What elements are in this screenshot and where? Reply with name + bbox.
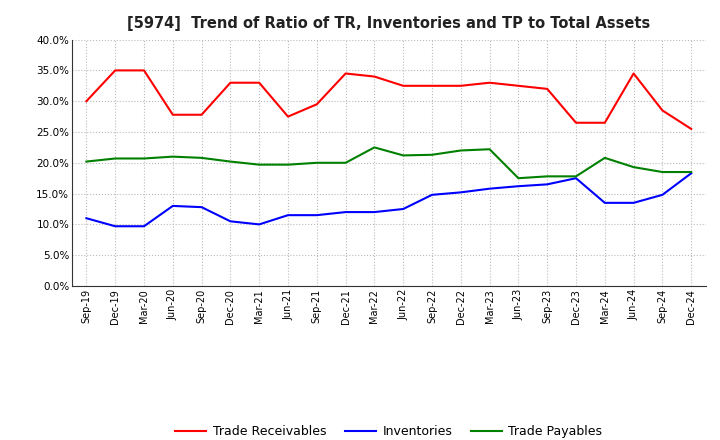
Trade Payables [600, 155, 609, 161]
Inventories [111, 224, 120, 229]
Trade Receivables [312, 102, 321, 107]
Trade Receivables [168, 112, 177, 117]
Inventories [514, 183, 523, 189]
Trade Payables [312, 160, 321, 165]
Trade Receivables [82, 99, 91, 104]
Trade Payables [111, 156, 120, 161]
Trade Payables [197, 155, 206, 161]
Inventories [312, 213, 321, 218]
Inventories [687, 171, 696, 176]
Inventories [399, 206, 408, 212]
Trade Receivables [687, 126, 696, 132]
Legend: Trade Receivables, Inventories, Trade Payables: Trade Receivables, Inventories, Trade Pa… [170, 420, 608, 440]
Trade Receivables [197, 112, 206, 117]
Inventories [456, 190, 465, 195]
Trade Payables [428, 152, 436, 158]
Inventories [543, 182, 552, 187]
Trade Payables [658, 169, 667, 175]
Trade Payables [456, 148, 465, 153]
Trade Receivables [456, 83, 465, 88]
Trade Payables [168, 154, 177, 159]
Inventories [82, 216, 91, 221]
Trade Payables [572, 174, 580, 179]
Trade Payables [399, 153, 408, 158]
Inventories [226, 219, 235, 224]
Trade Payables [226, 159, 235, 164]
Trade Payables [370, 145, 379, 150]
Inventories [629, 200, 638, 205]
Trade Receivables [572, 120, 580, 125]
Trade Receivables [140, 68, 148, 73]
Trade Receivables [370, 74, 379, 79]
Inventories [658, 192, 667, 198]
Trade Payables [341, 160, 350, 165]
Inventories [341, 209, 350, 215]
Inventories [197, 205, 206, 210]
Inventories [168, 203, 177, 209]
Trade Payables [543, 174, 552, 179]
Inventories [572, 176, 580, 181]
Trade Receivables [543, 86, 552, 92]
Trade Receivables [514, 83, 523, 88]
Line: Trade Receivables: Trade Receivables [86, 70, 691, 129]
Trade Payables [485, 147, 494, 152]
Trade Receivables [658, 108, 667, 113]
Trade Receivables [341, 71, 350, 76]
Inventories [140, 224, 148, 229]
Trade Receivables [629, 71, 638, 76]
Trade Receivables [399, 83, 408, 88]
Title: [5974]  Trend of Ratio of TR, Inventories and TP to Total Assets: [5974] Trend of Ratio of TR, Inventories… [127, 16, 650, 32]
Trade Receivables [485, 80, 494, 85]
Inventories [485, 186, 494, 191]
Trade Payables [255, 162, 264, 167]
Trade Payables [140, 156, 148, 161]
Inventories [255, 222, 264, 227]
Trade Payables [687, 169, 696, 175]
Trade Receivables [428, 83, 436, 88]
Trade Payables [629, 165, 638, 170]
Inventories [284, 213, 292, 218]
Inventories [370, 209, 379, 215]
Inventories [428, 192, 436, 198]
Trade Payables [514, 176, 523, 181]
Line: Trade Payables: Trade Payables [86, 147, 691, 178]
Trade Receivables [111, 68, 120, 73]
Trade Payables [284, 162, 292, 167]
Trade Receivables [255, 80, 264, 85]
Trade Receivables [284, 114, 292, 119]
Line: Inventories: Inventories [86, 173, 691, 226]
Trade Receivables [600, 120, 609, 125]
Trade Receivables [226, 80, 235, 85]
Trade Payables [82, 159, 91, 164]
Inventories [600, 200, 609, 205]
